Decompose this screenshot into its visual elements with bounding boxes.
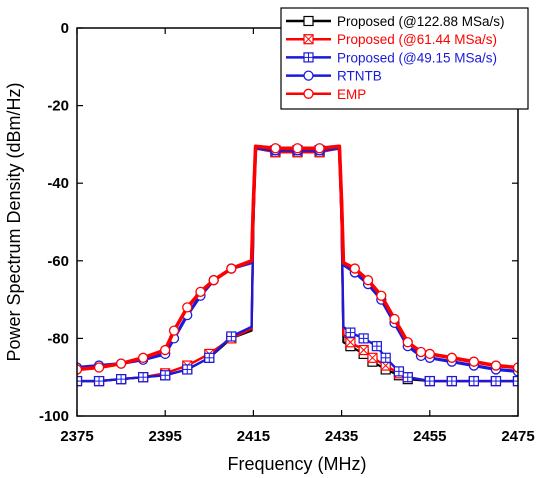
data-point bbox=[168, 325, 180, 336]
x-tick-label: 2435 bbox=[325, 428, 358, 445]
legend-label: EMP bbox=[337, 87, 366, 102]
data-point bbox=[208, 275, 219, 286]
data-point bbox=[160, 370, 171, 381]
data-point bbox=[402, 337, 413, 348]
legend-label: Proposed (@122.88 MSa/s) bbox=[337, 14, 505, 29]
data-point bbox=[446, 375, 457, 387]
data-point bbox=[349, 263, 360, 274]
y-tick-label: -100 bbox=[39, 408, 69, 425]
axes-layer: 2375 2395 2415 2435 2455 2475 0 -20 -40 -60 -80 -10… bbox=[39, 20, 535, 445]
data-point bbox=[468, 375, 479, 387]
data-point bbox=[345, 337, 356, 348]
x-tick-label: 2455 bbox=[413, 428, 446, 445]
legend-label: RTNTB bbox=[337, 69, 382, 84]
data-point bbox=[389, 313, 400, 325]
series-layer bbox=[77, 143, 518, 387]
series-2 bbox=[77, 145, 518, 387]
y-tick-label: -40 bbox=[47, 175, 69, 192]
y-axis-title: Power Spectrum Density (dBm/Hz) bbox=[4, 82, 24, 361]
series-line bbox=[77, 147, 518, 383]
data-point bbox=[468, 356, 480, 367]
series-line bbox=[77, 147, 518, 383]
data-point bbox=[93, 375, 105, 387]
data-point bbox=[362, 275, 374, 286]
data-point bbox=[415, 346, 427, 358]
data-point bbox=[512, 375, 518, 387]
y-tick-label: -80 bbox=[47, 330, 69, 347]
data-point bbox=[345, 327, 356, 338]
x-tick-label: 2375 bbox=[60, 428, 93, 445]
legend-label: Proposed (@61.44 MSa/s) bbox=[337, 32, 497, 47]
x-tick-label: 2475 bbox=[501, 428, 534, 445]
data-point bbox=[292, 143, 303, 154]
data-point bbox=[204, 352, 215, 363]
data-point bbox=[115, 358, 127, 369]
legend-item: RTNTB bbox=[286, 69, 382, 84]
data-point bbox=[115, 374, 127, 385]
legend-marker bbox=[303, 15, 314, 27]
data-point bbox=[226, 331, 237, 342]
legend-item: Proposed (@61.44 MSa/s) bbox=[286, 32, 497, 47]
data-point bbox=[137, 352, 149, 363]
data-point bbox=[93, 362, 105, 373]
y-tick-label: -20 bbox=[47, 98, 69, 115]
data-point bbox=[402, 372, 413, 383]
data-point bbox=[490, 360, 502, 371]
series-line bbox=[77, 144, 518, 372]
legend-marker bbox=[303, 34, 314, 45]
data-point bbox=[371, 341, 382, 352]
x-axis-title: Frequency (MHz) bbox=[227, 454, 366, 474]
data-point bbox=[138, 372, 149, 383]
data-point bbox=[270, 143, 281, 154]
data-point bbox=[358, 333, 369, 344]
data-point bbox=[380, 352, 391, 363]
legend-marker bbox=[303, 88, 314, 99]
data-point bbox=[182, 364, 193, 375]
series-0 bbox=[77, 147, 518, 387]
data-point bbox=[490, 375, 502, 387]
legend-marker bbox=[303, 52, 314, 63]
legend-item: Proposed (@122.88 MSa/s) bbox=[286, 14, 505, 29]
data-point bbox=[376, 290, 387, 301]
legend-marker bbox=[303, 70, 314, 81]
data-point bbox=[358, 344, 369, 356]
x-tick-label: 2415 bbox=[237, 428, 270, 445]
legend: Proposed (@122.88 MSa/s) Proposed (@61.44… bbox=[280, 7, 529, 110]
legend-item: EMP bbox=[286, 87, 366, 102]
data-point bbox=[424, 348, 435, 360]
data-point bbox=[367, 352, 378, 363]
data-point bbox=[182, 302, 193, 313]
series-line bbox=[77, 147, 518, 383]
y-tick-label: -60 bbox=[47, 253, 69, 270]
data-point bbox=[314, 143, 325, 154]
series-line bbox=[77, 146, 518, 373]
data-point bbox=[195, 286, 206, 297]
y-tick-label: 0 bbox=[61, 20, 69, 37]
legend-label: Proposed (@49.15 MSa/s) bbox=[337, 50, 497, 65]
data-point bbox=[424, 375, 435, 387]
data-point bbox=[160, 344, 171, 356]
data-point bbox=[77, 364, 83, 375]
data-point bbox=[226, 263, 237, 274]
series-4 bbox=[77, 143, 518, 375]
x-tick-label: 2395 bbox=[149, 428, 182, 445]
series-1 bbox=[77, 147, 518, 387]
data-point bbox=[446, 352, 458, 363]
data-point bbox=[512, 362, 518, 373]
data-point bbox=[393, 366, 405, 377]
legend-item: Proposed (@49.15 MSa/s) bbox=[286, 50, 497, 65]
series-3 bbox=[77, 145, 518, 377]
data-point bbox=[77, 375, 83, 387]
